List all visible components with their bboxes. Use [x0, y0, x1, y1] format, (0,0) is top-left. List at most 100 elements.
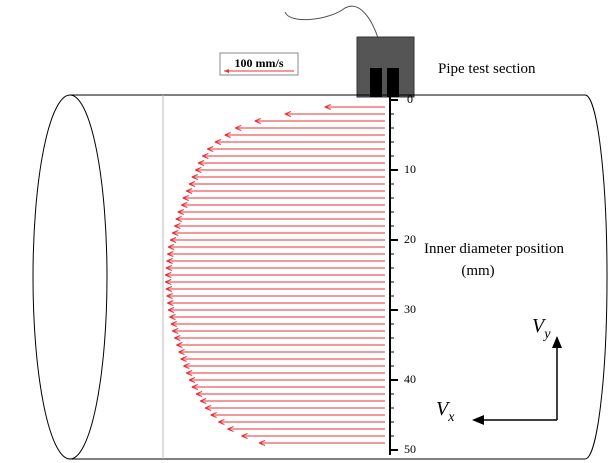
velocity-arrow	[254, 118, 385, 124]
arrow-head	[188, 377, 196, 383]
arrow-head	[165, 286, 173, 292]
arrow-head	[166, 293, 173, 299]
velocity-arrow	[207, 146, 385, 152]
title: Pipe test section	[438, 61, 536, 77]
arrow-head	[165, 279, 172, 285]
scale-label: 100 mm/s	[235, 56, 284, 70]
velocity-arrow	[191, 174, 385, 180]
pipe-end	[584, 94, 608, 460]
velocity-arrow	[195, 167, 385, 173]
wire	[284, 5, 379, 39]
velocity-arrow	[210, 412, 385, 418]
velocity-arrow	[167, 307, 385, 313]
arrow-head	[235, 125, 242, 131]
arrow-head	[207, 146, 214, 152]
arrow-head	[258, 440, 266, 446]
velocity-arrow	[188, 377, 385, 383]
vy-v: V	[532, 315, 547, 337]
velocity-arrow	[176, 342, 385, 348]
arrow-head	[188, 181, 196, 187]
velocity-arrow	[169, 237, 385, 243]
arrow-head	[165, 265, 173, 271]
arrow-head	[191, 384, 198, 390]
velocity-arrow	[165, 279, 385, 285]
tick-label: 40	[404, 372, 416, 386]
velocity-arrow	[165, 286, 385, 292]
arrow-head	[180, 356, 187, 362]
velocity-arrow	[324, 104, 385, 110]
velocity-arrow	[169, 314, 385, 320]
scale-arrow-head	[224, 69, 229, 73]
arrow-head	[218, 419, 225, 425]
velocity-arrow	[180, 356, 385, 362]
arrow-head	[186, 370, 193, 376]
arrow-head	[472, 415, 484, 425]
arrow-head	[204, 405, 212, 411]
velocity-arrow	[188, 181, 385, 187]
arrow-head	[169, 314, 176, 320]
velocity-arrow	[165, 265, 385, 271]
arrow-head	[167, 244, 175, 250]
velocity-arrow	[227, 426, 385, 432]
velocity-arrow	[186, 188, 385, 194]
arrow-head	[197, 160, 205, 166]
arrow-head	[167, 300, 174, 306]
arrow-head	[167, 307, 175, 313]
tick-label: 30	[404, 302, 416, 316]
arrow-head	[181, 202, 188, 208]
velocity-arrow	[183, 363, 385, 369]
velocity-arrow	[284, 111, 385, 117]
velocity-arrow	[181, 202, 385, 208]
arrow-head	[170, 321, 177, 327]
velocity-arrow	[182, 195, 385, 201]
arrow-head	[166, 258, 173, 264]
vx-label: Vx	[436, 398, 455, 425]
velocity-arrow	[241, 433, 385, 439]
velocity-arrow	[258, 440, 385, 446]
arrow-head	[167, 251, 174, 257]
velocity-arrow	[172, 328, 385, 334]
velocity-arrow	[170, 321, 385, 327]
arrow-head	[172, 230, 179, 236]
arrow-head	[227, 426, 234, 432]
axis-label: (mm)	[461, 263, 494, 279]
tick-label: 10	[404, 162, 416, 176]
vy-label: Vy	[532, 315, 551, 342]
arrow-head	[324, 104, 331, 110]
velocity-arrow	[174, 335, 385, 341]
arrow-head	[284, 111, 292, 117]
arrow-head	[191, 174, 198, 180]
vx-v: V	[436, 398, 451, 420]
velocity-arrow	[224, 132, 385, 138]
arrow-head	[552, 336, 562, 348]
velocity-arrow	[202, 153, 385, 159]
arrow-head	[241, 433, 248, 439]
arrow-head	[210, 412, 217, 418]
velocity-arrow	[195, 391, 385, 397]
arrow-head	[202, 153, 209, 159]
velocity-arrow	[200, 398, 385, 404]
arrow-head	[214, 139, 222, 145]
velocity-arrow	[214, 139, 385, 145]
axis-label: Inner diameter position	[424, 241, 564, 257]
velocity-arrow	[218, 419, 385, 425]
arrow-head	[174, 335, 181, 341]
arrow-head	[183, 363, 190, 369]
velocity-arrow	[175, 216, 385, 222]
arrow-head	[175, 216, 182, 222]
vy-sub: y	[542, 327, 551, 342]
tick-label: 0	[407, 92, 413, 106]
velocity-arrow	[235, 125, 385, 131]
velocity-arrow	[177, 209, 385, 215]
velocity-arrow	[167, 300, 385, 306]
arrow-head	[224, 132, 231, 138]
velocity-arrow	[186, 370, 385, 376]
sensor	[356, 36, 415, 98]
velocity-arrow	[197, 160, 385, 166]
arrow-head	[174, 223, 181, 229]
arrow-head	[195, 391, 203, 397]
velocity-arrow	[191, 384, 385, 390]
velocity-arrow	[174, 223, 385, 229]
velocity-arrow	[166, 293, 385, 299]
velocity-arrow	[167, 251, 385, 257]
